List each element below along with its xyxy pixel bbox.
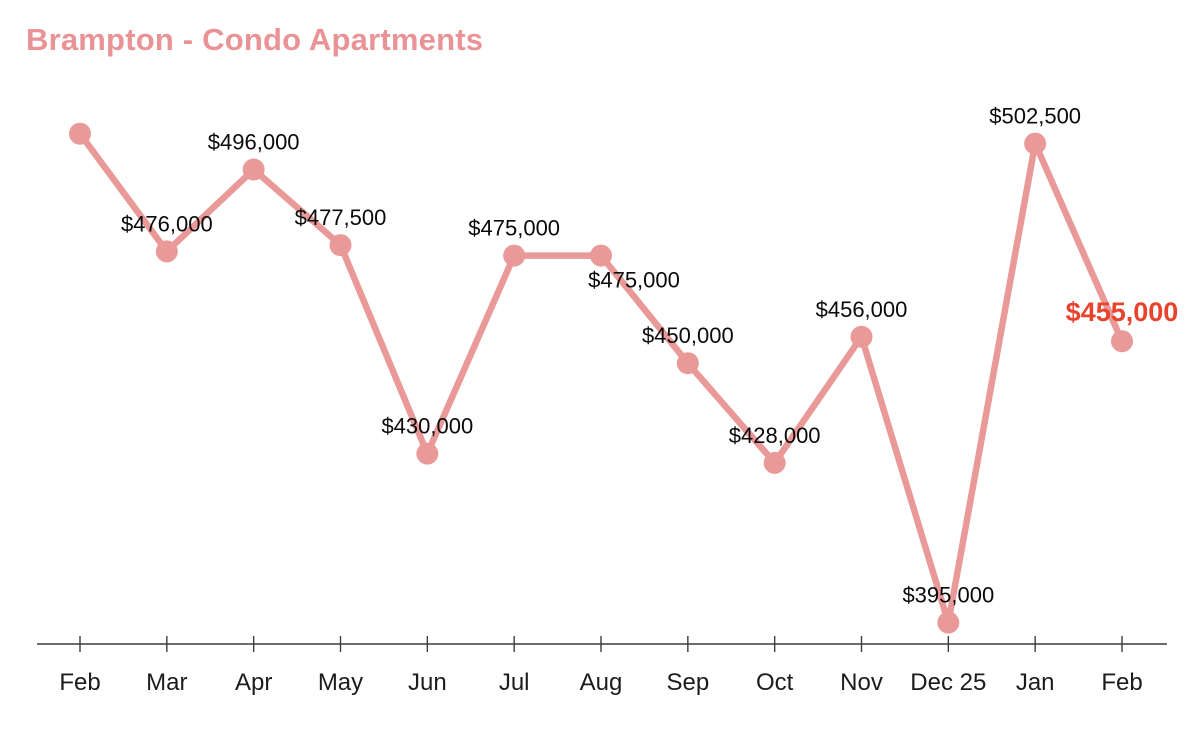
data-point-mar[interactable] bbox=[155, 240, 178, 263]
point-label: $450,000 bbox=[642, 323, 734, 348]
data-point-jun[interactable] bbox=[416, 442, 439, 465]
data-point-aug[interactable] bbox=[589, 244, 612, 267]
x-axis-label: Sep bbox=[666, 669, 709, 696]
point-label-highlighted: $455,000 bbox=[1066, 297, 1179, 327]
point-label: $477,500 bbox=[295, 205, 387, 230]
x-axis-label: Mar bbox=[146, 669, 187, 696]
point-label: $395,000 bbox=[902, 583, 994, 608]
x-axis-label: Feb bbox=[59, 669, 100, 696]
point-label: $456,000 bbox=[816, 297, 908, 322]
x-axis-label: Feb bbox=[1101, 669, 1142, 696]
point-label: $475,000 bbox=[468, 216, 560, 241]
chart-title: Brampton - Condo Apartments bbox=[26, 22, 484, 57]
data-point-jul[interactable] bbox=[503, 244, 526, 267]
data-point-nov[interactable] bbox=[850, 325, 873, 348]
point-label: $502,500 bbox=[989, 104, 1081, 129]
x-axis-label: Jan bbox=[1016, 669, 1055, 696]
x-axis-label: Apr bbox=[235, 669, 272, 696]
data-point-feb[interactable] bbox=[69, 122, 91, 145]
data-point-apr[interactable] bbox=[242, 158, 265, 181]
point-label: $475,000 bbox=[588, 268, 680, 293]
data-point-dec-25[interactable] bbox=[937, 611, 960, 634]
x-axis-label: Jun bbox=[408, 669, 447, 696]
price-line bbox=[76, 130, 1126, 626]
data-point-feb[interactable] bbox=[1110, 330, 1133, 353]
x-axis-label: Aug bbox=[580, 669, 623, 696]
data-point-may[interactable] bbox=[329, 234, 352, 257]
point-label: $430,000 bbox=[381, 414, 473, 439]
x-axis-label: Dec 25 bbox=[910, 669, 986, 696]
point-label: $476,000 bbox=[121, 211, 213, 236]
point-label: $496,000 bbox=[208, 130, 300, 155]
data-point-jan[interactable] bbox=[1024, 132, 1047, 155]
data-point-oct[interactable] bbox=[763, 451, 786, 474]
data-point-sep[interactable] bbox=[676, 352, 699, 375]
x-axis-label: May bbox=[318, 669, 363, 696]
x-axis-label: Nov bbox=[840, 669, 883, 696]
x-axis-label: Oct bbox=[756, 669, 794, 696]
x-axis-label: Jul bbox=[499, 669, 530, 696]
point-label: $428,000 bbox=[729, 423, 821, 448]
